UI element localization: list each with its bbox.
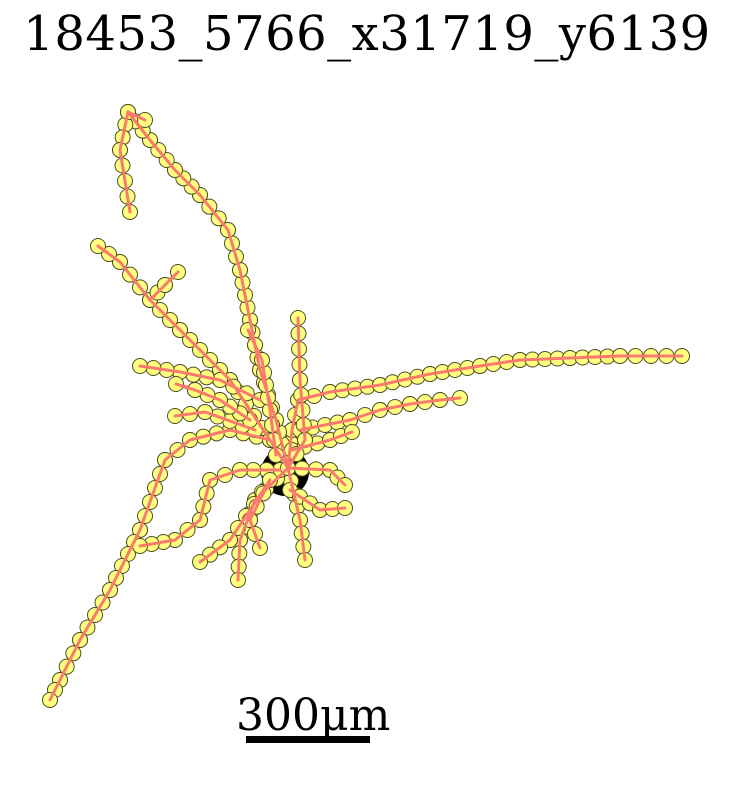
neurite-branch-overlay [138, 364, 262, 402]
neurite-branch-overlay [173, 410, 257, 432]
neurite-branch-overlay [198, 478, 272, 564]
neurite-branch-overlay [174, 382, 252, 422]
scale-bar-label: 300μm [236, 690, 391, 741]
neurite-branch-overlay [236, 466, 290, 582]
neurite-branch-overlay [126, 110, 147, 122]
neurite-branch-overlay [118, 110, 132, 214]
neurite-branch-overlay [290, 430, 354, 452]
neurite-branch [286, 354, 684, 470]
scale-bar [246, 736, 370, 743]
neurite-branch-overlay [248, 478, 272, 550]
neurite-branch-overlay [286, 354, 684, 470]
neurite-branch-overlay [288, 488, 347, 512]
neurite-branch-overlay [48, 428, 290, 702]
neurite-branch-overlay [286, 316, 307, 470]
neurite-branch-overlay [286, 466, 307, 562]
neurite-branch-overlay [138, 468, 282, 548]
neurite-branch-overlay [286, 466, 347, 487]
neurite-branch-overlay [246, 328, 278, 457]
figure-title: 18453_5766_x31719_y6139 [23, 6, 711, 62]
neurite-branch-overlay [298, 396, 462, 432]
neurite-branch-overlay [148, 270, 180, 302]
